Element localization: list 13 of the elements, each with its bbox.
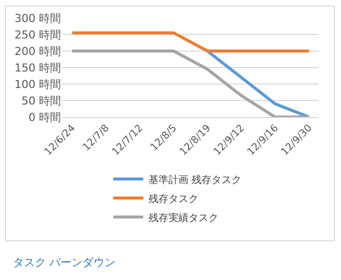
line-series [206, 50, 310, 117]
y-tick-label: 50 時間 [22, 94, 61, 108]
legend-label: 残存タスク [148, 192, 198, 205]
legend-label: 基準計画 残存タスク [148, 174, 242, 186]
y-tick-label: 0 時間 [28, 110, 61, 124]
y-tick-label: 200 時間 [14, 44, 61, 58]
y-tick-label: 150 時間 [14, 61, 61, 74]
y-tick-label: 300 時間 [14, 12, 61, 25]
line-series [70, 50, 310, 117]
y-tick-label: 100 時間 [14, 78, 61, 91]
y-tick-label: 250 時間 [14, 28, 61, 42]
legend-label: 残存実績タスク [148, 212, 218, 224]
text: タスク バーンダウン [13, 256, 116, 269]
